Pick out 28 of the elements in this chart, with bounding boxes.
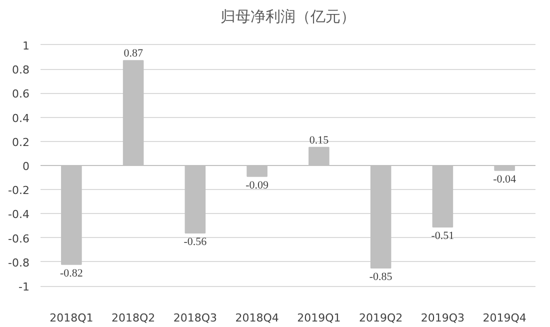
y-tick-label: 0.6: [12, 88, 30, 101]
x-tick-label: 2019Q3: [420, 312, 465, 324]
x-tick-label: 2018Q3: [173, 312, 218, 324]
data-label: -0.51: [431, 230, 454, 242]
x-tick-label: 2018Q4: [235, 312, 279, 324]
y-tick-label: -0.8: [8, 256, 30, 270]
y-tick-label: 0.4: [12, 112, 30, 125]
x-tick-label: 2018Q1: [50, 312, 94, 324]
data-label: -0.56: [184, 236, 208, 248]
y-tick-label: 0.2: [12, 136, 30, 149]
y-tick-label: 0: [22, 160, 30, 173]
y-tick-label: -1: [18, 280, 30, 294]
data-label: -0.04: [493, 173, 517, 186]
data-label: -0.85: [369, 270, 393, 283]
y-tick-label: 1: [22, 39, 30, 52]
x-tick-label: 2019Q4: [482, 312, 526, 324]
y-tick-label: -0.4: [8, 208, 30, 222]
x-tick-label: 2019Q2: [358, 312, 403, 324]
chart-title: 归母净利润（亿元）: [220, 8, 356, 26]
data-label: -0.82: [60, 267, 83, 280]
data-label: -0.09: [246, 179, 270, 192]
data-label: 0.15: [309, 134, 330, 146]
x-tick-label: 2018Q2: [111, 312, 156, 324]
data-label: 0.87: [124, 48, 144, 60]
x-tick-label: 2019Q1: [297, 312, 341, 324]
y-tick-label: 0.8: [12, 64, 30, 77]
y-tick-label: -0.2: [8, 184, 30, 198]
y-tick-label: -0.6: [8, 232, 30, 246]
